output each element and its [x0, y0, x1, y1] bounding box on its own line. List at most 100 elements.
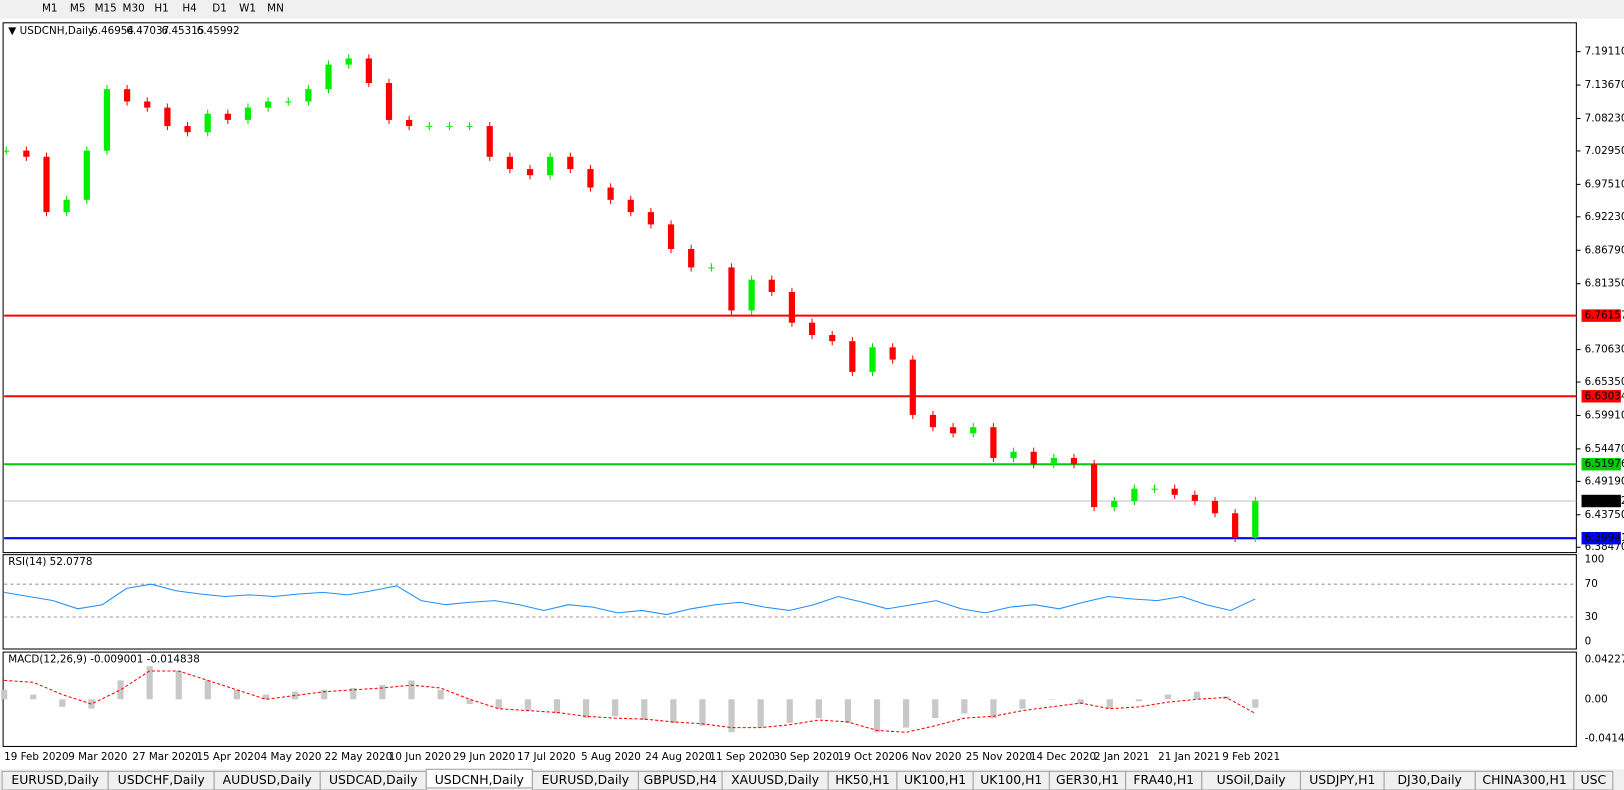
- price-label: 6.59910: [1585, 409, 1624, 421]
- candle: [728, 267, 735, 311]
- candle: [849, 341, 856, 372]
- candle: [587, 169, 594, 188]
- tab[interactable]: USC: [1573, 770, 1614, 790]
- tab[interactable]: USDCAD,Daily: [319, 770, 427, 790]
- timeframe-button[interactable]: M5: [70, 2, 86, 14]
- tab-label[interactable]: GER30,H1: [1056, 772, 1119, 787]
- price-label: 6.49190: [1585, 475, 1624, 487]
- tab[interactable]: AUDUSD,Daily: [213, 770, 321, 790]
- candle: [748, 279, 755, 311]
- tab[interactable]: USDCNH,Daily: [425, 768, 533, 789]
- tab-label[interactable]: AUDUSD,Daily: [223, 772, 312, 787]
- date-label: 19 Feb 2020: [4, 751, 68, 763]
- timeframe-button[interactable]: W1: [239, 2, 256, 14]
- candle: [929, 414, 937, 428]
- tab-label[interactable]: USOil,Daily: [1217, 772, 1286, 787]
- tab[interactable]: EURUSD,Daily: [1, 770, 109, 790]
- macd-bar: [903, 699, 910, 728]
- tab-label[interactable]: USDCHF,Daily: [118, 772, 205, 787]
- tab[interactable]: FRA40,H1: [1125, 770, 1203, 790]
- tab-label[interactable]: UK100,H1: [980, 772, 1042, 787]
- tab-label[interactable]: EURUSD,Daily: [11, 772, 98, 787]
- candle: [647, 212, 655, 225]
- tab-label[interactable]: EURUSD,Daily: [542, 772, 629, 787]
- timeframe-button[interactable]: M30: [123, 2, 145, 14]
- header-arrow: ▼: [8, 25, 16, 37]
- tab[interactable]: USOil,Daily: [1201, 770, 1301, 790]
- candle: [365, 58, 372, 84]
- tab[interactable]: EURUSD,Daily: [531, 770, 639, 790]
- tab-label[interactable]: XAUUSD,Daily: [731, 772, 819, 787]
- tab-label[interactable]: USDCAD,Daily: [329, 772, 418, 787]
- candle: [43, 156, 50, 213]
- tab[interactable]: UK100,H1: [896, 770, 974, 790]
- timeframe-button[interactable]: H4: [182, 2, 197, 14]
- tab-label[interactable]: DJ30,Daily: [1398, 772, 1462, 787]
- candle: [990, 427, 997, 458]
- timeframe-button[interactable]: D1: [212, 2, 227, 14]
- tab[interactable]: UK100,H1: [972, 770, 1050, 790]
- rsi-label: 70: [1585, 578, 1598, 590]
- macd-bar: [408, 680, 415, 700]
- date-label: 29 Jun 2020: [453, 751, 515, 763]
- tab[interactable]: GER30,H1: [1048, 770, 1127, 790]
- tab-label[interactable]: USC: [1581, 772, 1607, 787]
- tab[interactable]: HK50,H1: [827, 770, 898, 790]
- candle: [909, 359, 916, 415]
- candle: [667, 224, 675, 249]
- macd-bar: [146, 666, 153, 700]
- macd-bar: [262, 694, 270, 700]
- timeframe-button[interactable]: M1: [42, 2, 58, 14]
- date-label: 6 Nov 2020: [902, 751, 962, 763]
- candle: [869, 347, 876, 372]
- level-tag: [1581, 458, 1621, 471]
- macd-bar: [670, 699, 677, 723]
- tab[interactable]: CHINA300,H1: [1474, 770, 1575, 790]
- tab-label[interactable]: FRA40,H1: [1133, 772, 1194, 787]
- candle: [1070, 457, 1078, 465]
- candle: [526, 169, 534, 176]
- macd-bar: [582, 699, 590, 719]
- price-label: 7.19110: [1585, 46, 1624, 58]
- macd-bar: [1106, 699, 1113, 709]
- candle: [768, 279, 775, 292]
- tab[interactable]: USDJPY,H1: [1299, 770, 1385, 790]
- candle: [607, 187, 614, 200]
- timeframe-button[interactable]: H1: [154, 2, 168, 14]
- candle: [446, 126, 453, 128]
- macd-bar: [437, 689, 444, 700]
- candle: [567, 156, 574, 170]
- tab[interactable]: GBPUSD,H4: [637, 770, 723, 790]
- tab-label[interactable]: HK50,H1: [835, 772, 889, 787]
- macd-bar: [1252, 699, 1259, 708]
- rsi-label: 100: [1585, 554, 1605, 566]
- level-label: 6.51976: [1585, 458, 1624, 470]
- candle: [1050, 457, 1057, 465]
- tab[interactable]: DJ30,Daily: [1383, 770, 1476, 790]
- tab-label[interactable]: USDCNH,Daily: [435, 772, 524, 787]
- candle: [426, 126, 433, 128]
- timeframe-button[interactable]: MN: [267, 2, 284, 14]
- macd-label: -0.04148: [1585, 732, 1624, 744]
- tab-label[interactable]: USDJPY,H1: [1309, 772, 1375, 787]
- rsi-label: 30: [1585, 611, 1598, 623]
- candle: [1191, 494, 1198, 501]
- toolbar: [0, 0, 1624, 19]
- tab-label[interactable]: GBPUSD,H4: [644, 772, 717, 787]
- date-label: 4 May 2020: [261, 751, 322, 763]
- timeframe-button[interactable]: M15: [95, 2, 117, 14]
- tab-label[interactable]: UK100,H1: [904, 772, 966, 787]
- date-label: 5 Aug 2020: [581, 751, 641, 763]
- level-label: 6.39941: [1585, 532, 1624, 544]
- tab-label[interactable]: CHINA300,H1: [1482, 772, 1566, 787]
- candle: [1131, 488, 1138, 501]
- date-label: 9 Mar 2020: [68, 751, 127, 763]
- tab[interactable]: USDCHF,Daily: [107, 770, 215, 790]
- tab[interactable]: XAUUSD,Daily: [721, 770, 829, 790]
- macd-bar: [204, 680, 211, 700]
- price-label: 7.08230: [1585, 112, 1624, 124]
- ohlc-value: 6.45992: [197, 25, 240, 37]
- macd-bar: [932, 699, 939, 719]
- date-label: 25 Nov 2020: [966, 751, 1032, 763]
- candle: [285, 101, 292, 103]
